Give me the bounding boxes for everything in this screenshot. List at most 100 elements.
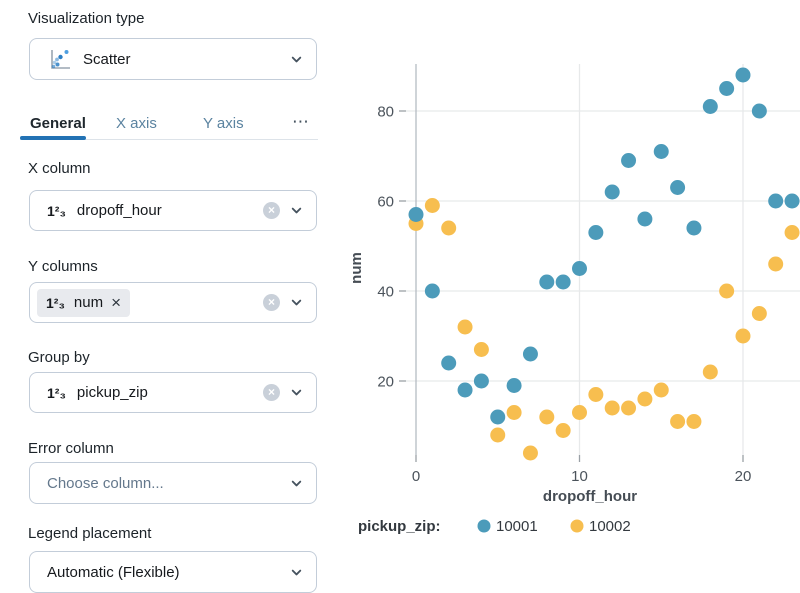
scatter-point: [751, 103, 767, 119]
scatter-point: [637, 391, 653, 407]
scatter-chart: 20 40 60 80 0 10 20 dropoff_hour num pickup_zip: 1…: [348, 64, 800, 535]
x-axis-title: dropoff_hour: [543, 488, 637, 505]
scatter-point: [506, 378, 522, 393]
chevron-down-icon: [290, 296, 303, 309]
scatter-point: [735, 67, 751, 83]
numeric-type-icon: 1²₃: [47, 202, 66, 219]
scatter-point: [719, 81, 735, 96]
tab-y-axis[interactable]: Y axis: [203, 115, 244, 132]
x-tick-label: 20: [735, 468, 752, 485]
scatter-point: [784, 193, 800, 209]
scatter-point: [490, 427, 506, 443]
clear-selection-button[interactable]: ×: [263, 294, 280, 311]
scatter-point: [653, 382, 669, 398]
scatter-point: [473, 373, 489, 389]
scatter-point: [702, 99, 718, 114]
chevron-down-icon: [290, 204, 303, 217]
legend-marker-icon: [570, 519, 584, 533]
scatter-point: [572, 405, 587, 420]
scatter-point: [686, 414, 702, 429]
y-axis-title: num: [348, 252, 365, 284]
clear-selection-button[interactable]: ×: [263, 384, 280, 401]
y-tick-label: 80: [377, 104, 394, 121]
scatter-point: [408, 207, 424, 222]
x-tick-label: 0: [412, 468, 420, 485]
y-tick-label: 40: [377, 284, 394, 301]
scatter-point: [539, 274, 555, 290]
scatter-point: [522, 445, 538, 461]
x-column-label: X column: [28, 160, 91, 177]
error-column-label: Error column: [28, 440, 114, 457]
x-column-value: dropoff_hour: [76, 202, 162, 219]
scatter-point: [784, 225, 800, 240]
visualization-type-value: Scatter: [83, 50, 131, 68]
tabs-divider: [20, 139, 318, 140]
tab-x-axis[interactable]: X axis: [116, 115, 157, 132]
y-column-chip: 1²₃ num ×: [37, 288, 131, 317]
chevron-down-icon: [290, 386, 303, 399]
scatter-point: [457, 319, 473, 335]
more-tabs-button[interactable]: ⋯: [292, 112, 310, 131]
scatter-point: [555, 423, 571, 438]
scatter-point: [441, 220, 457, 236]
legend-title: pickup_zip:: [358, 518, 441, 535]
scatter-point: [588, 225, 604, 240]
scatter-point: [424, 283, 440, 299]
legend-item-label: 10001: [496, 518, 538, 535]
group-by-select[interactable]: 1²₃ pickup_zip ×: [29, 372, 317, 413]
scatter-point: [621, 153, 637, 168]
scatter-point: [457, 382, 473, 398]
legend-item-10002[interactable]: 10002: [570, 518, 631, 535]
x-tick-label: 10: [571, 468, 588, 485]
chevron-down-icon: [290, 566, 303, 579]
scatter-point: [768, 256, 784, 272]
legend-item-10001[interactable]: 10001: [477, 518, 538, 535]
group-by-value: pickup_zip: [76, 384, 148, 401]
y-column-chip-value: num: [73, 294, 104, 311]
scatter-point: [572, 261, 587, 276]
x-column-select[interactable]: 1²₃ dropoff_hour ×: [29, 190, 317, 231]
y-tick-label: 20: [377, 374, 394, 391]
y-tick-label: 60: [377, 194, 394, 211]
clear-selection-button[interactable]: ×: [263, 202, 280, 219]
scatter-point: [604, 184, 620, 200]
scatter-point: [424, 198, 440, 213]
scatter-point: [768, 193, 784, 209]
legend-placement-label: Legend placement: [28, 525, 152, 542]
scatter-point: [621, 400, 637, 416]
chevron-down-icon: [290, 53, 303, 66]
legend-placement-select[interactable]: Automatic (Flexible): [29, 551, 317, 593]
error-column-select[interactable]: Choose column...: [29, 462, 317, 504]
scatter-point: [539, 409, 555, 425]
scatter-point: [522, 346, 538, 362]
scatter-point: [637, 211, 653, 227]
scatter-point: [473, 342, 489, 357]
tab-general[interactable]: General: [30, 115, 86, 132]
numeric-type-icon: 1²₃: [47, 384, 66, 401]
group-by-label: Group by: [28, 349, 90, 366]
remove-chip-icon[interactable]: ×: [111, 293, 122, 312]
active-tab-underline: [20, 136, 86, 140]
visualization-type-label: Visualization type: [28, 10, 145, 27]
scatter-point: [588, 387, 604, 402]
scatter-point: [555, 274, 571, 290]
scatter-point: [670, 180, 686, 195]
scatter-chart-icon: [47, 47, 72, 72]
scatter-point: [702, 364, 718, 380]
config-panel: Visualization type Scatter General X axi…: [0, 0, 330, 593]
scatter-point: [735, 328, 751, 344]
scatter-point: [653, 144, 669, 159]
visualization-type-select[interactable]: Scatter: [29, 38, 317, 80]
tabs-overflow-fade: [258, 110, 292, 138]
scatter-point: [751, 306, 767, 321]
y-columns-label: Y columns: [28, 258, 98, 275]
legend-marker-icon: [477, 519, 491, 533]
scatter-point: [506, 405, 522, 420]
legend-placement-value: Automatic (Flexible): [47, 563, 180, 581]
scatter-point: [719, 283, 735, 299]
scatter-point: [604, 400, 620, 416]
chevron-down-icon: [290, 477, 303, 490]
y-columns-select[interactable]: 1²₃ num × ×: [29, 282, 317, 323]
scatter-point: [441, 355, 457, 371]
